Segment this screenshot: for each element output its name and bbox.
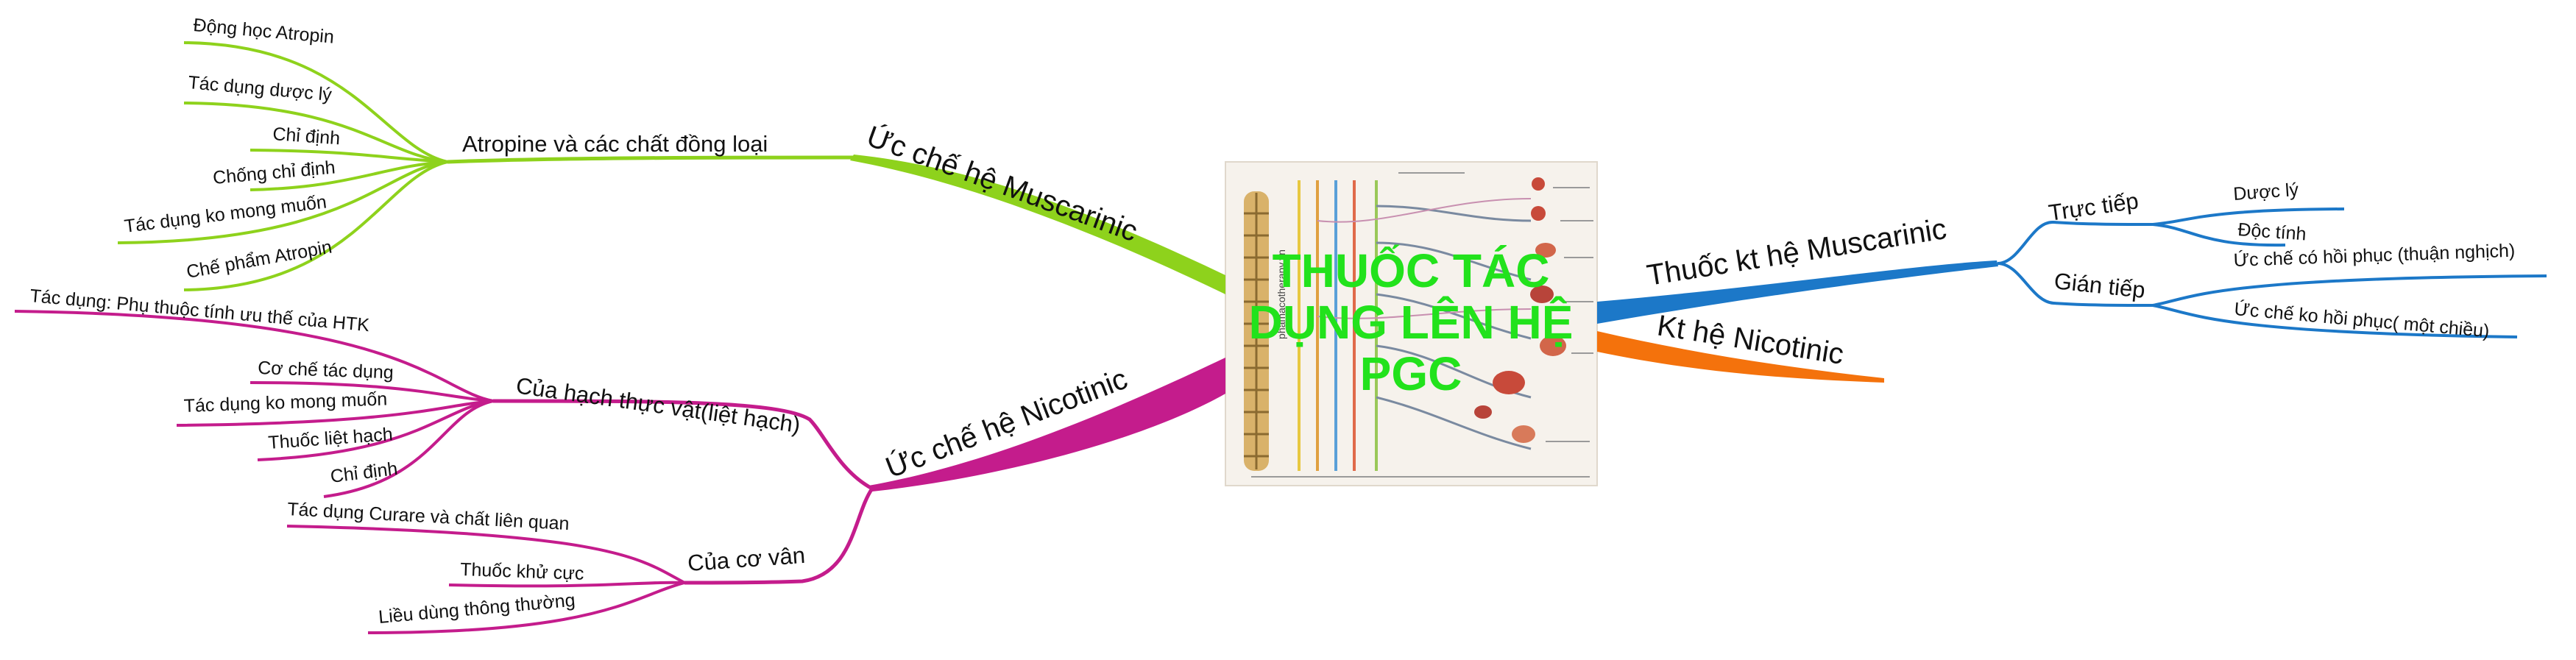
central-image: phamacotherapy.vn THUỐC TÁC DỤNG LÊN HỆ … bbox=[1225, 161, 1598, 486]
nicotinic-agonist-thick-branch bbox=[1597, 331, 1884, 383]
ganglion-sub-connectors bbox=[14, 310, 494, 498]
direct-group-label[interactable]: Trực tiếp bbox=[2047, 188, 2140, 226]
direct-item-1[interactable]: Dược lý bbox=[2232, 180, 2299, 205]
atropine-sub-connectors bbox=[117, 41, 448, 291]
branch-nicotinic-inhibition: Ức chế hệ Nicotinic Của hạch thực vật(li… bbox=[14, 285, 1225, 634]
organ-illustrations bbox=[1474, 177, 1566, 443]
skeletal-muscle-group-label[interactable]: Của cơ vân bbox=[687, 542, 806, 576]
central-topic-line-1[interactable]: THUỐC TÁC bbox=[1273, 244, 1550, 297]
ganglion-item-2[interactable]: Cơ chế tác dụng bbox=[258, 358, 394, 383]
muscarinic-agonist-connectors bbox=[1997, 207, 2547, 338]
spine-illustration bbox=[1244, 191, 1269, 471]
ganglion-item-4[interactable]: Thuốc liệt hạch bbox=[267, 424, 393, 453]
branch-nicotinic-agonist: Kt hệ Nicotinic bbox=[1597, 309, 1884, 383]
ganglion-item-5[interactable]: Chỉ định bbox=[329, 458, 398, 487]
muscarinic-inhibition-label[interactable]: Ức chế hệ Muscarinic bbox=[863, 119, 1142, 248]
indirect-item-2[interactable]: Ức chế ko hồi phục( một chiều) bbox=[2233, 298, 2490, 341]
central-topic-line-2[interactable]: DỤNG LÊN HỆ bbox=[1249, 295, 1574, 349]
atropine-item-3[interactable]: Chỉ định bbox=[272, 124, 341, 149]
skeletal-muscle-item-1[interactable]: Tác dụng Curare và chất liên quan bbox=[287, 499, 570, 534]
muscarinic-agonist-thick-branch bbox=[1597, 260, 1998, 324]
muscarinic-agonist-label[interactable]: Thuốc kt hệ Muscarinic bbox=[1645, 213, 1949, 292]
atropine-group-label[interactable]: Atropine và các chất đồng loại bbox=[462, 131, 768, 157]
connector bbox=[447, 155, 854, 164]
skeletal-muscle-sub-connectors bbox=[286, 525, 685, 634]
nerve-tracts bbox=[1298, 180, 1532, 471]
atropine-item-6[interactable]: Chế phẩm Atropin bbox=[185, 237, 333, 283]
ganglion-item-1[interactable]: Tác dụng: Phụ thuộc tính ưu thế của HTK bbox=[29, 285, 370, 336]
image-caption-lines bbox=[1251, 172, 1593, 478]
ganglion-group-label[interactable]: Của hạch thực vật(liệt hạch) bbox=[514, 372, 802, 438]
skeletal-muscle-item-2[interactable]: Thuốc khử cực bbox=[460, 559, 584, 584]
direct-item-2[interactable]: Độc tính bbox=[2237, 219, 2307, 244]
nicotinic-main-connectors bbox=[492, 399, 874, 585]
nicotinic-inhibition-thick-branch bbox=[868, 358, 1225, 492]
branch-muscarinic-inhibition: Ức chế hệ Muscarinic Atropine và các chấ… bbox=[117, 15, 1225, 294]
branch-muscarinic-agonist: Thuốc kt hệ Muscarinic Trực tiếp Gián ti… bbox=[1597, 180, 2547, 341]
central-topic-line-3[interactable]: PGC bbox=[1360, 347, 1462, 400]
atropine-item-5[interactable]: Tác dụng ko mong muốn bbox=[123, 191, 328, 236]
muscarinic-inhibition-thick-branch bbox=[850, 155, 1225, 294]
indirect-group-label[interactable]: Gián tiếp bbox=[2053, 268, 2146, 303]
image-watermark: phamacotherapy.vn bbox=[1275, 249, 1287, 339]
ganglion-item-3[interactable]: Tác dụng ko mong muốn bbox=[183, 388, 387, 416]
atropine-item-2[interactable]: Tác dụng dược lý bbox=[187, 72, 333, 105]
